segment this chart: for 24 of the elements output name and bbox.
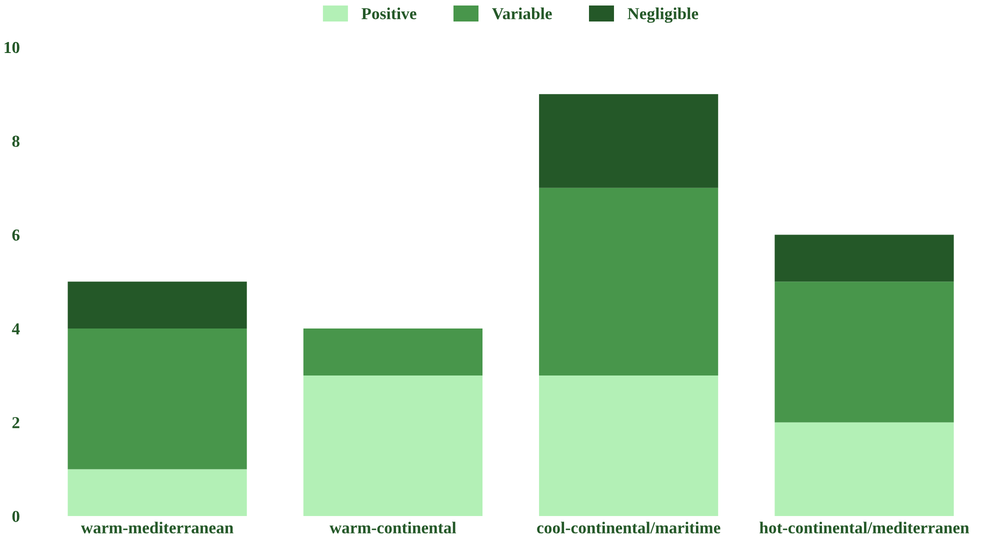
x-tick-label: cool-continental/maritime: [537, 522, 720, 534]
x-tick-label: hot-continental/mediterranen: [760, 522, 970, 534]
y-tick-label: 10: [4, 42, 20, 54]
y-tick-label: 0: [12, 510, 20, 522]
bar: [539, 94, 718, 188]
bar: [68, 328, 247, 470]
bar: [539, 375, 718, 516]
legend-label: Positive: [362, 8, 416, 20]
bar: [539, 188, 718, 376]
bar: [303, 328, 482, 376]
x-tick-label: warm-mediterranean: [80, 522, 234, 534]
bar: [303, 375, 482, 516]
legend-label: Negligible: [628, 8, 698, 23]
y-tick-label: 8: [12, 136, 20, 147]
legend-label: Variable: [492, 8, 552, 20]
bar: [774, 282, 954, 422]
bar: [774, 234, 954, 282]
bar: [68, 282, 247, 329]
x-tick-label: warm-continental: [330, 522, 456, 534]
y-tick-label: 4: [12, 323, 20, 334]
y-tick-label: 2: [12, 417, 20, 428]
bar: [68, 469, 247, 516]
bar: [774, 422, 954, 516]
y-tick-label: 6: [12, 230, 20, 241]
